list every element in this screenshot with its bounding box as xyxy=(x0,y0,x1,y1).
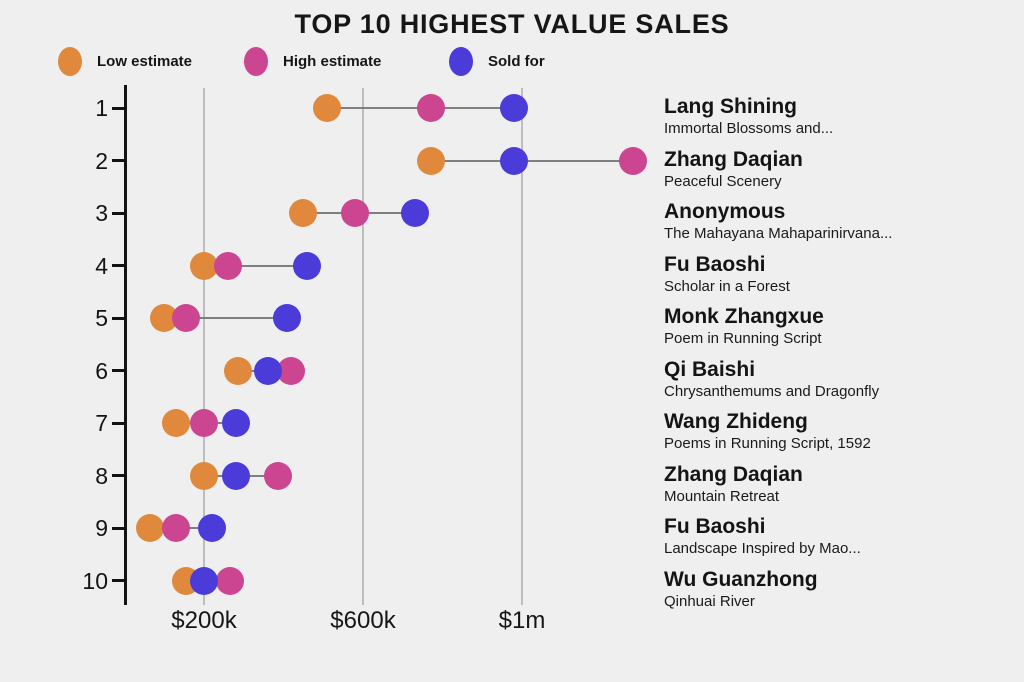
work-title: Scholar in a Forest xyxy=(664,277,790,295)
row-rank-label: 7 xyxy=(95,410,108,436)
y-axis-line xyxy=(124,85,127,605)
row-tick xyxy=(112,264,124,267)
dot-high-estimate xyxy=(341,199,370,227)
dot-sold-for xyxy=(190,566,218,595)
row-label-block: Monk Zhangxue Poem in Running Script xyxy=(664,304,1014,348)
dot-sold-for xyxy=(273,304,302,332)
legend-label: Low estimate xyxy=(97,53,193,70)
gridline xyxy=(521,88,523,605)
row-tick xyxy=(112,474,124,477)
artist-name: Fu Baoshi xyxy=(664,515,766,538)
dot-high-estimate xyxy=(619,146,648,175)
row-label-block: Zhang Daqian Peaceful Scenery xyxy=(664,147,1014,191)
legend-item-low-estimate: Low estimate xyxy=(58,47,192,76)
dot-sold-for xyxy=(221,461,250,490)
chart-title: TOP 10 HIGHEST VALUE SALES xyxy=(294,9,730,39)
dot-sold-for xyxy=(221,409,250,437)
row-tick xyxy=(112,159,124,162)
dot-low-estimate xyxy=(162,409,191,437)
dot-high-estimate xyxy=(277,356,306,385)
dot-low-estimate xyxy=(223,356,252,385)
artist-name: Zhang Daqian xyxy=(664,462,803,486)
legend-swatch-sold-for xyxy=(449,47,473,76)
legend-swatch-low-estimate xyxy=(58,47,82,76)
artist-name: Qi Baishi xyxy=(664,357,756,381)
row-rank-label: 3 xyxy=(95,200,108,226)
row-tick xyxy=(112,211,124,215)
dot-high-estimate xyxy=(190,409,218,437)
dot-low-estimate xyxy=(289,199,318,227)
dot-high-estimate xyxy=(416,94,445,122)
artist-name: Wu Guanzhong xyxy=(664,567,818,591)
row-label-block: Wang Zhideng Poems in Running Script, 159… xyxy=(664,409,1014,453)
row-label-block: Anonymous The Mahayana Mahaparinirvana... xyxy=(664,199,1014,243)
row-rank-label: 6 xyxy=(95,357,108,384)
row-rank-label: 4 xyxy=(95,252,108,279)
legend-item-sold-for: Sold for xyxy=(449,47,545,76)
dot-low-estimate xyxy=(313,94,342,122)
row-tick xyxy=(112,579,124,582)
row-label-block: Zhang Daqian Mountain Retreat xyxy=(664,462,1014,506)
work-title: Poem in Running Script xyxy=(664,330,822,347)
work-title: Qinhuai River xyxy=(664,592,755,610)
legend-label: Sold for xyxy=(488,53,545,70)
x-tick-label: $200k xyxy=(171,607,237,634)
row-rank-label: 10 xyxy=(82,567,108,594)
dot-low-estimate xyxy=(190,251,218,280)
dot-high-estimate xyxy=(213,251,242,280)
artist-name: Anonymous xyxy=(664,200,786,223)
artist-name: Zhang Daqian xyxy=(664,147,803,171)
dot-low-estimate xyxy=(416,146,445,175)
row-rank-label: 5 xyxy=(95,305,108,331)
dot-sold-for xyxy=(500,94,529,122)
work-title: Peaceful Scenery xyxy=(664,172,782,190)
legend-swatch-high-estimate xyxy=(244,47,268,76)
x-tick-label: $1m xyxy=(498,607,546,634)
dot-low-estimate xyxy=(190,461,218,490)
work-title: Landscape Inspired by Mao... xyxy=(664,540,861,557)
dot-sold-for xyxy=(400,199,429,227)
dot-high-estimate xyxy=(263,461,292,490)
row-rank-label: 9 xyxy=(95,515,108,541)
dumbbell-connector xyxy=(430,159,634,162)
gridline xyxy=(203,88,205,605)
row-tick xyxy=(112,106,124,110)
row-tick xyxy=(112,316,124,320)
work-title: Poems in Running Script, 1592 xyxy=(664,435,871,452)
dumbbell-connector xyxy=(164,317,288,319)
artist-name: Monk Zhangxue xyxy=(664,305,824,328)
row-tick xyxy=(112,369,124,372)
artist-name: Fu Baoshi xyxy=(664,252,766,276)
dot-sold-for xyxy=(197,514,226,542)
gridline xyxy=(362,88,364,605)
dot-low-estimate xyxy=(136,514,165,542)
legend-item-high-estimate: High estimate xyxy=(244,47,381,76)
row-rank-label: 1 xyxy=(95,95,108,121)
legend-label: High estimate xyxy=(283,53,382,70)
artist-name: Lang Shining xyxy=(664,95,797,118)
work-title: Chrysanthemums and Dragonfly xyxy=(664,382,880,400)
dumbbell-connector xyxy=(204,264,308,267)
row-label-block: Fu Baoshi Landscape Inspired by Mao... xyxy=(664,514,1014,558)
row-label-block: Wu Guanzhong Qinhuai River xyxy=(664,567,1014,611)
row-tick xyxy=(112,526,124,530)
dot-high-estimate xyxy=(172,304,201,332)
dot-sold-for xyxy=(253,356,282,385)
work-title: Mountain Retreat xyxy=(664,487,780,505)
work-title: Immortal Blossoms and... xyxy=(664,120,834,137)
row-label-block: Lang Shining Immortal Blossoms and... xyxy=(664,94,1014,138)
row-label-block: Fu Baoshi Scholar in a Forest xyxy=(664,252,1014,296)
row-rank-label: 2 xyxy=(95,147,108,174)
dot-high-estimate xyxy=(215,566,244,595)
artist-name: Wang Zhideng xyxy=(664,410,808,433)
dot-high-estimate xyxy=(162,514,191,542)
row-label-block: Qi Baishi Chrysanthemums and Dragonfly xyxy=(664,357,1014,401)
work-title: The Mahayana Mahaparinirvana... xyxy=(664,225,893,242)
dot-sold-for xyxy=(293,251,322,280)
row-rank-label: 8 xyxy=(95,462,108,489)
x-tick-label: $600k xyxy=(330,607,396,634)
row-tick xyxy=(112,421,124,425)
dot-sold-for xyxy=(500,146,529,175)
